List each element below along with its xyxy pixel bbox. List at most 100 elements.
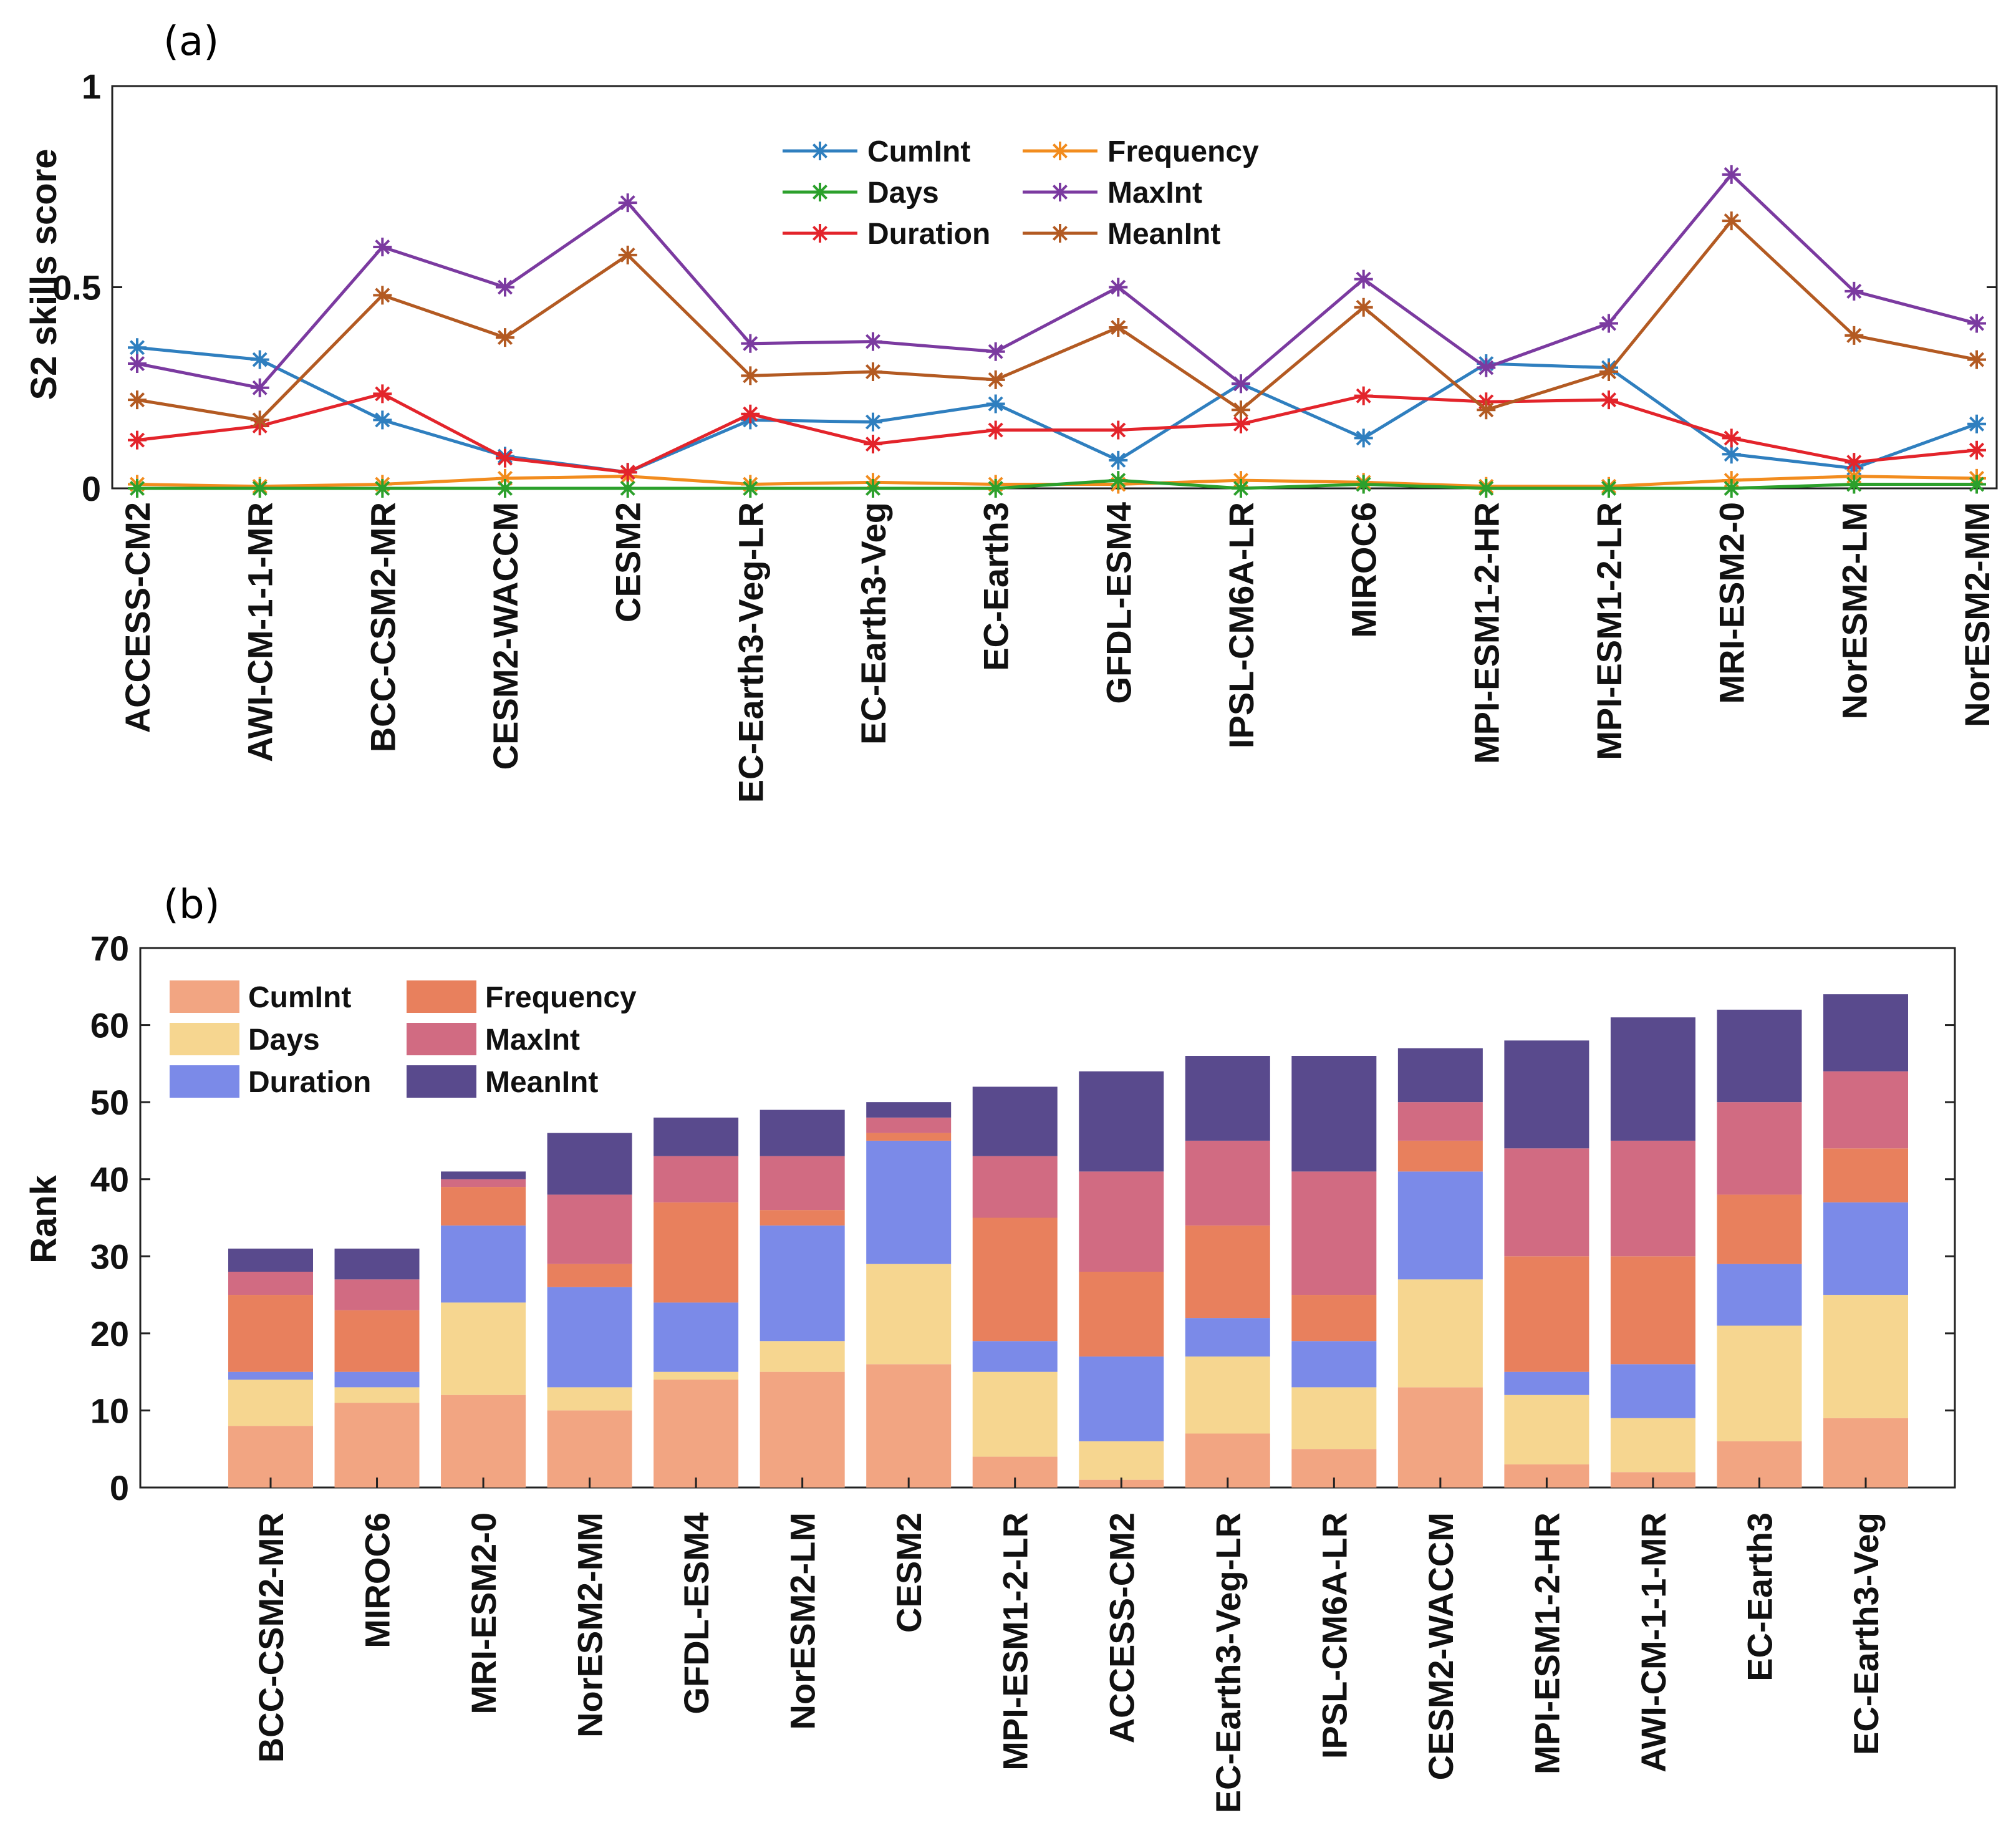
data-point-maxint	[1845, 281, 1864, 301]
bar-segment-days	[1291, 1387, 1377, 1449]
data-point-meanint	[986, 370, 1005, 389]
bar-segment-maxint	[1079, 1171, 1164, 1272]
x-tick-label: NorESM2-LM	[1835, 502, 1874, 719]
data-point-duration	[1354, 386, 1373, 405]
bar-segment-cumint	[866, 1364, 952, 1488]
legend-swatch-cumint	[170, 980, 239, 1013]
data-point-maxint	[1722, 165, 1741, 184]
legend-label-frequency: Frequency	[1107, 135, 1259, 168]
bar-segment-duration	[1717, 1264, 1802, 1326]
x-tick-label: MPI-ESM1-2-LR	[1589, 502, 1629, 760]
data-point-meanint	[250, 410, 269, 430]
data-point-duration	[864, 435, 882, 453]
bar-segment-duration	[441, 1225, 526, 1303]
x-tick-label: EC-Earth3-Veg-LR	[731, 502, 770, 803]
data-point-maxint	[1354, 269, 1373, 289]
bar-segment-duration	[1185, 1318, 1270, 1357]
bar-segment-duration	[1291, 1341, 1377, 1388]
bar-segment-days	[866, 1264, 952, 1365]
bar-segment-frequency	[972, 1217, 1058, 1342]
legend-marker-frequency	[1051, 142, 1069, 160]
x-tick-label: MPI-ESM1-2-HR	[1527, 1512, 1566, 1774]
y-tick-label: 40	[90, 1160, 129, 1199]
legend-label-frequency: Frequency	[485, 981, 637, 1014]
x-tick-label: MRI-ESM2-0	[1712, 502, 1752, 704]
x-tick-label: ACCESS-CM2	[1102, 1512, 1141, 1743]
x-tick-label: NorESM2-MM	[1957, 502, 1997, 727]
x-tick-label: CESM2	[609, 502, 648, 622]
data-point-meanint	[1967, 350, 1986, 369]
bar-segment-duration	[334, 1371, 420, 1388]
bar-segment-meanint	[1291, 1056, 1377, 1172]
y-tick-label: 60	[90, 1006, 129, 1045]
data-point-maxint	[986, 342, 1005, 361]
legend-label-meanint: MeanInt	[1107, 218, 1220, 251]
data-point-maxint	[618, 193, 637, 213]
series-line-meanint	[137, 218, 1977, 422]
data-point-cumint	[864, 412, 882, 432]
y-tick-label: 70	[90, 929, 129, 968]
bar-segment-duration	[1397, 1171, 1483, 1280]
data-point-maxint	[128, 354, 147, 373]
line-chart-panel: 0 0.5 1 ACCESS-CM2 AWI-CM-1-1-MR BCC-CSM2-MR C…	[52, 67, 1998, 803]
x-tick-label: CESM2-WACCM	[1421, 1512, 1460, 1780]
bar-segment-frequency	[760, 1210, 845, 1226]
bar-segment-duration	[1504, 1371, 1589, 1395]
bar-segment-frequency	[334, 1310, 420, 1372]
bar-segment-cumint	[441, 1395, 526, 1488]
bar-segment-meanint	[1185, 1056, 1270, 1141]
bar-segment-cumint	[653, 1380, 739, 1488]
x-tick-label: EC-Earth3-Veg-LR	[1208, 1512, 1248, 1813]
bar-segment-duration	[1823, 1202, 1908, 1295]
legend-marker-meanint	[1051, 224, 1069, 243]
series-line-days	[137, 478, 1977, 490]
legend-label-meanint: MeanInt	[485, 1066, 598, 1099]
bar-segment-frequency	[1397, 1140, 1483, 1172]
bar-segment-frequency	[1079, 1272, 1164, 1357]
data-point-duration	[1109, 420, 1128, 440]
data-point-cumint	[1109, 450, 1128, 470]
bar-segment-frequency	[1610, 1256, 1695, 1365]
bar-segment-days	[441, 1302, 526, 1395]
data-point-days	[741, 479, 760, 498]
bar-segment-frequency	[547, 1264, 632, 1287]
bar-segment-maxint	[1397, 1102, 1483, 1141]
panel-label-b: (b)	[163, 882, 220, 928]
bar-segment-meanint	[441, 1171, 526, 1179]
bar-segment-frequency	[1504, 1256, 1589, 1372]
legend-marker-duration	[811, 224, 829, 243]
legend-swatch-days	[170, 1023, 239, 1055]
data-point-cumint	[986, 394, 1005, 414]
data-point-days	[250, 479, 269, 498]
x-tick-label: EC-Earth3-Veg	[854, 502, 893, 745]
x-tick-label: EC-Earth3	[1740, 1512, 1779, 1681]
data-point-cumint	[1722, 445, 1741, 464]
y-tick-label: 30	[90, 1237, 129, 1276]
legend-label-cumint: CumInt	[867, 135, 970, 168]
data-point-maxint	[1967, 314, 1986, 333]
x-tick-label: GFDL-ESM4	[1099, 502, 1138, 704]
bar-segment-days	[1610, 1418, 1695, 1473]
bar-segment-maxint	[653, 1156, 739, 1202]
x-tick-label: MIROC6	[1344, 502, 1384, 638]
data-point-maxint	[741, 334, 760, 353]
y-tick-label: 0	[110, 1468, 129, 1507]
y-tick-label: 0.5	[52, 268, 101, 307]
data-point-days	[1967, 475, 1986, 494]
y-axis-title-a: S2 skills score	[24, 148, 64, 400]
data-point-duration	[128, 430, 147, 450]
legend-label-duration: Duration	[248, 1066, 371, 1099]
bar-segment-meanint	[1610, 1017, 1695, 1141]
data-point-maxint	[864, 332, 882, 351]
bar-segment-cumint	[228, 1426, 313, 1488]
bar-segment-duration	[972, 1341, 1058, 1372]
bar-segment-maxint	[334, 1279, 420, 1310]
data-point-days	[986, 479, 1005, 498]
bar-segment-maxint	[972, 1156, 1058, 1218]
x-tick-label: MRI-ESM2-0	[464, 1512, 503, 1715]
legend-label-maxint: MaxInt	[485, 1023, 580, 1057]
data-point-duration	[1599, 390, 1618, 410]
y-tick-label: 20	[90, 1314, 129, 1353]
bar-segment-cumint	[1397, 1387, 1483, 1488]
data-point-days	[373, 479, 392, 498]
